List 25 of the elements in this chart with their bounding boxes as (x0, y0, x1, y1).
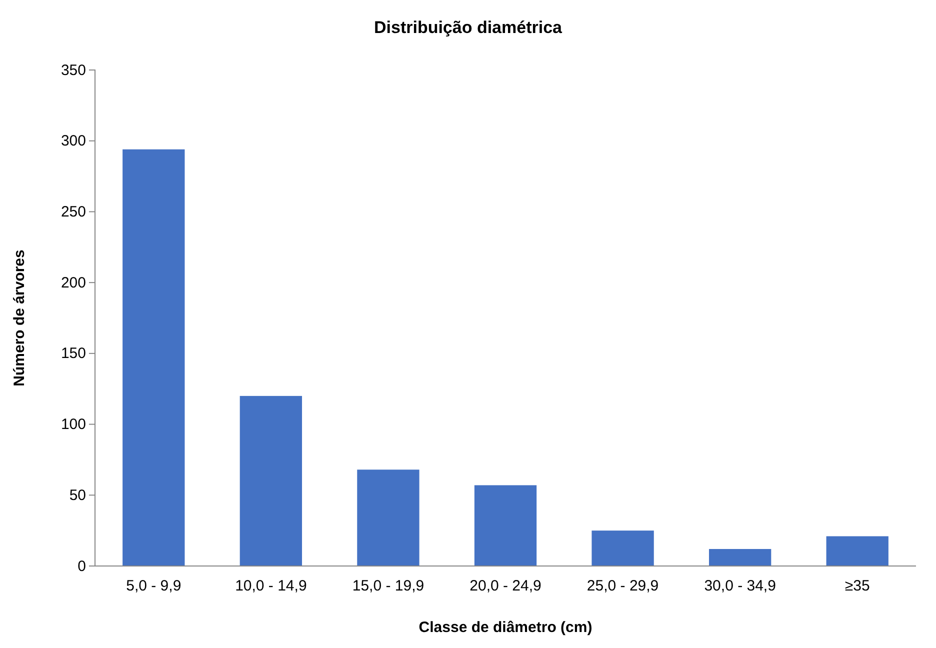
bar (708, 548, 772, 566)
y-tick-label: 300 (60, 132, 86, 150)
y-tick-label: 50 (69, 486, 86, 504)
x-tick-label: 10,0 - 14,9 (235, 578, 307, 595)
y-tick-label: 150 (60, 345, 86, 362)
bar (240, 396, 302, 566)
x-tick-label: 30,0 - 34,9 (704, 578, 776, 595)
x-tick-label: ≥35 (844, 578, 870, 595)
bar (474, 485, 537, 566)
y-axis-title: Número de árvores (11, 250, 28, 386)
x-tick-label: 25,0 - 29,9 (586, 578, 659, 595)
bar (357, 470, 420, 566)
y-tick-label: 100 (60, 416, 86, 434)
bar (592, 530, 654, 566)
y-tick-label: 350 (60, 62, 86, 79)
chart-title: Distribuição diamétrica (374, 18, 563, 37)
y-tick-label: 250 (60, 204, 86, 221)
bar (826, 536, 888, 566)
x-tick-label: 15,0 - 19,9 (352, 578, 424, 595)
y-tick-label: 200 (60, 274, 86, 292)
bar (122, 149, 185, 566)
x-tick-label: 20,0 - 24,9 (470, 578, 542, 595)
x-axis-title: Classe de diâmetro (cm) (418, 619, 592, 636)
y-tick-label: 0 (78, 558, 86, 575)
x-tick-label: 5,0 - 9,9 (126, 578, 182, 595)
